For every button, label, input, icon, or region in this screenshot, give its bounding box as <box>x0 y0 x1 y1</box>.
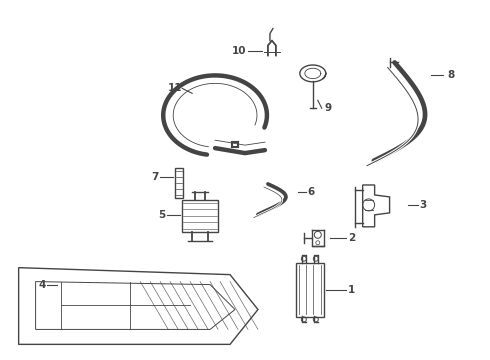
Text: 1: 1 <box>348 284 355 294</box>
Text: 7: 7 <box>151 172 158 182</box>
Text: 2: 2 <box>348 233 355 243</box>
Bar <box>182 200 218 232</box>
Text: 11: 11 <box>168 84 182 93</box>
Text: 10: 10 <box>231 45 246 55</box>
Text: 6: 6 <box>308 187 315 197</box>
Text: 8: 8 <box>447 71 455 80</box>
Bar <box>296 263 324 318</box>
Bar <box>175 168 183 198</box>
Text: 4: 4 <box>39 280 46 289</box>
Text: 3: 3 <box>419 200 427 210</box>
Text: 9: 9 <box>325 103 332 113</box>
Text: 5: 5 <box>158 210 165 220</box>
